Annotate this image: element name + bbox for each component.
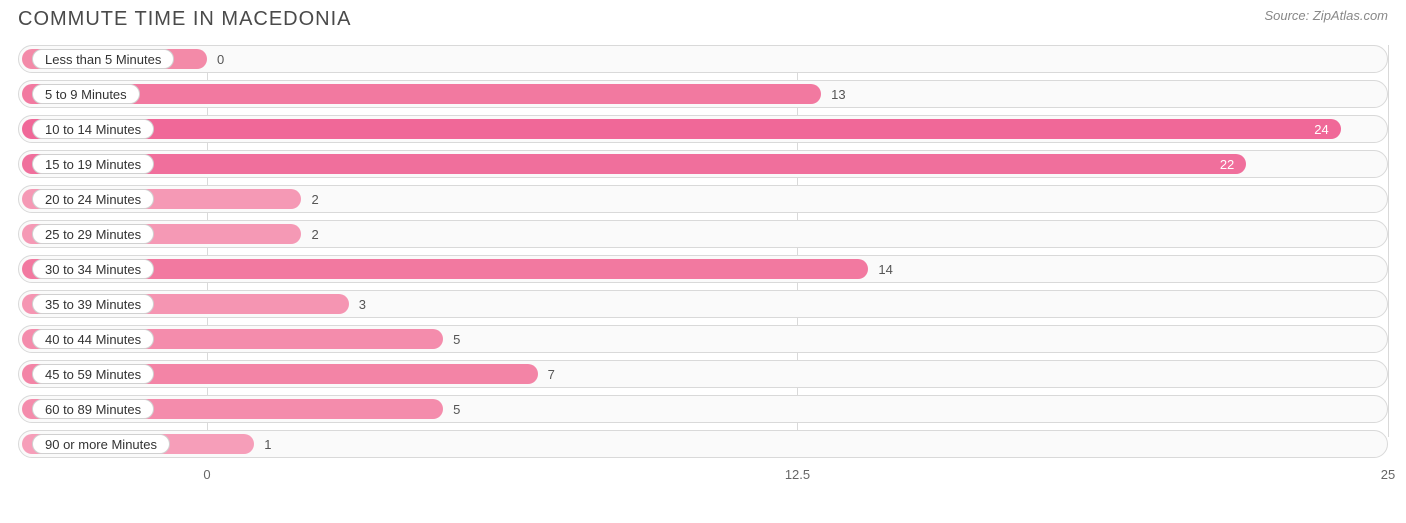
chart-plot: Less than 5 Minutes05 to 9 Minutes1310 t… [18, 45, 1388, 465]
chart-container: COMMUTE TIME IN MACEDONIA Source: ZipAtl… [0, 0, 1406, 523]
bar-label: Less than 5 Minutes [32, 49, 174, 69]
bar-value: 3 [359, 290, 366, 318]
bar-row: 20 to 24 Minutes 2 [18, 185, 1388, 213]
bar-value: 5 [453, 325, 460, 353]
bar-value: 24 [1314, 115, 1328, 143]
bar-row: 45 to 59 Minutes 7 [18, 360, 1388, 388]
bar [22, 84, 821, 104]
x-axis: 012.525 [18, 465, 1388, 489]
bar-label: 35 to 39 Minutes [32, 294, 154, 314]
bar-value: 22 [1220, 150, 1234, 178]
bar-label: 90 or more Minutes [32, 434, 170, 454]
bar-value: 14 [878, 255, 892, 283]
chart-title: COMMUTE TIME IN MACEDONIA [18, 8, 352, 31]
bar-label: 30 to 34 Minutes [32, 259, 154, 279]
bar-row: 60 to 89 Minutes 5 [18, 395, 1388, 423]
bar-value: 13 [831, 80, 845, 108]
bar-row: 30 to 34 Minutes 14 [18, 255, 1388, 283]
bar-row: 90 or more Minutes 1 [18, 430, 1388, 458]
bar-label: 5 to 9 Minutes [32, 84, 140, 104]
chart-area: Less than 5 Minutes05 to 9 Minutes1310 t… [18, 45, 1388, 489]
bar-label: 20 to 24 Minutes [32, 189, 154, 209]
bar-label: 15 to 19 Minutes [32, 154, 154, 174]
bar-row: 5 to 9 Minutes 13 [18, 80, 1388, 108]
bar-row: 10 to 14 Minutes 24 [18, 115, 1388, 143]
x-tick: 25 [1381, 467, 1395, 482]
bar-row: 25 to 29 Minutes 2 [18, 220, 1388, 248]
bar-value: 1 [264, 430, 271, 458]
bar-value: 7 [548, 360, 555, 388]
bar [22, 154, 1246, 174]
chart-header: COMMUTE TIME IN MACEDONIA Source: ZipAtl… [18, 8, 1388, 31]
bar-value: 2 [311, 220, 318, 248]
x-tick: 12.5 [785, 467, 810, 482]
gridline [1388, 45, 1389, 437]
bar-row: 35 to 39 Minutes 3 [18, 290, 1388, 318]
bar-label: 60 to 89 Minutes [32, 399, 154, 419]
bar-label: 45 to 59 Minutes [32, 364, 154, 384]
bar-value: 0 [217, 45, 224, 73]
chart-source: Source: ZipAtlas.com [1264, 8, 1388, 23]
bar [22, 119, 1341, 139]
x-tick: 0 [203, 467, 210, 482]
bar-row: 40 to 44 Minutes 5 [18, 325, 1388, 353]
bar-value: 5 [453, 395, 460, 423]
bar-row: Less than 5 Minutes 0 [18, 45, 1388, 73]
bar-label: 25 to 29 Minutes [32, 224, 154, 244]
bar-label: 40 to 44 Minutes [32, 329, 154, 349]
bar-row: 15 to 19 Minutes 22 [18, 150, 1388, 178]
bar-value: 2 [311, 185, 318, 213]
bar-label: 10 to 14 Minutes [32, 119, 154, 139]
